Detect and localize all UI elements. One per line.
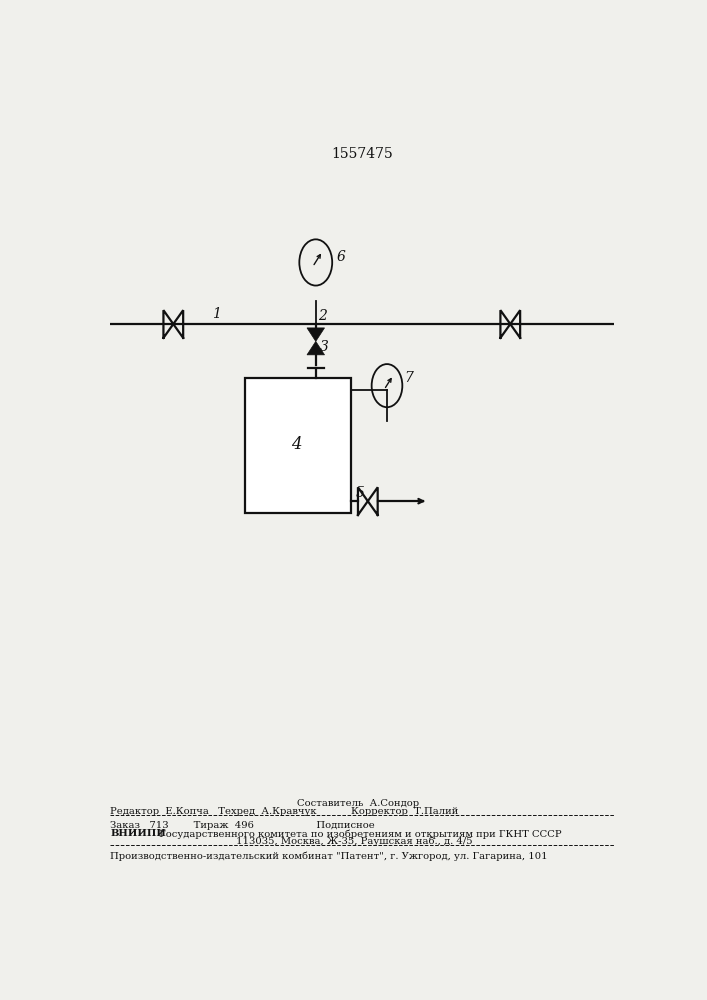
- Text: Редактор  Е.Копча   Техред  А.Кравчук           Корректор  Т.Палий: Редактор Е.Копча Техред А.Кравчук Коррек…: [110, 807, 459, 816]
- Text: 6: 6: [337, 250, 346, 264]
- Text: 1: 1: [211, 307, 221, 321]
- Polygon shape: [307, 341, 325, 355]
- Text: Заказ   713        Тираж  496                    Подписное: Заказ 713 Тираж 496 Подписное: [110, 821, 375, 830]
- Text: 5: 5: [355, 486, 364, 500]
- Text: 7: 7: [404, 371, 414, 385]
- Text: Составитель  А.Сондор: Составитель А.Сондор: [297, 799, 419, 808]
- Text: Государственного комитета по изобретениям и открытиям при ГКНТ СССР: Государственного комитета по изобретения…: [156, 829, 561, 839]
- Text: 113035, Москва, Ж-35, Раушская наб., д. 4/5: 113035, Москва, Ж-35, Раушская наб., д. …: [236, 837, 473, 846]
- Text: 1557475: 1557475: [332, 147, 393, 161]
- Bar: [245, 378, 351, 513]
- Text: 4: 4: [291, 436, 302, 453]
- Text: 3: 3: [320, 340, 329, 354]
- Polygon shape: [307, 328, 325, 341]
- Text: Производственно-издательский комбинат "Патент", г. Ужгород, ул. Гагарина, 101: Производственно-издательский комбинат "П…: [110, 852, 548, 861]
- Text: 2: 2: [319, 309, 327, 323]
- Text: ВНИИПИ: ВНИИПИ: [110, 829, 166, 838]
